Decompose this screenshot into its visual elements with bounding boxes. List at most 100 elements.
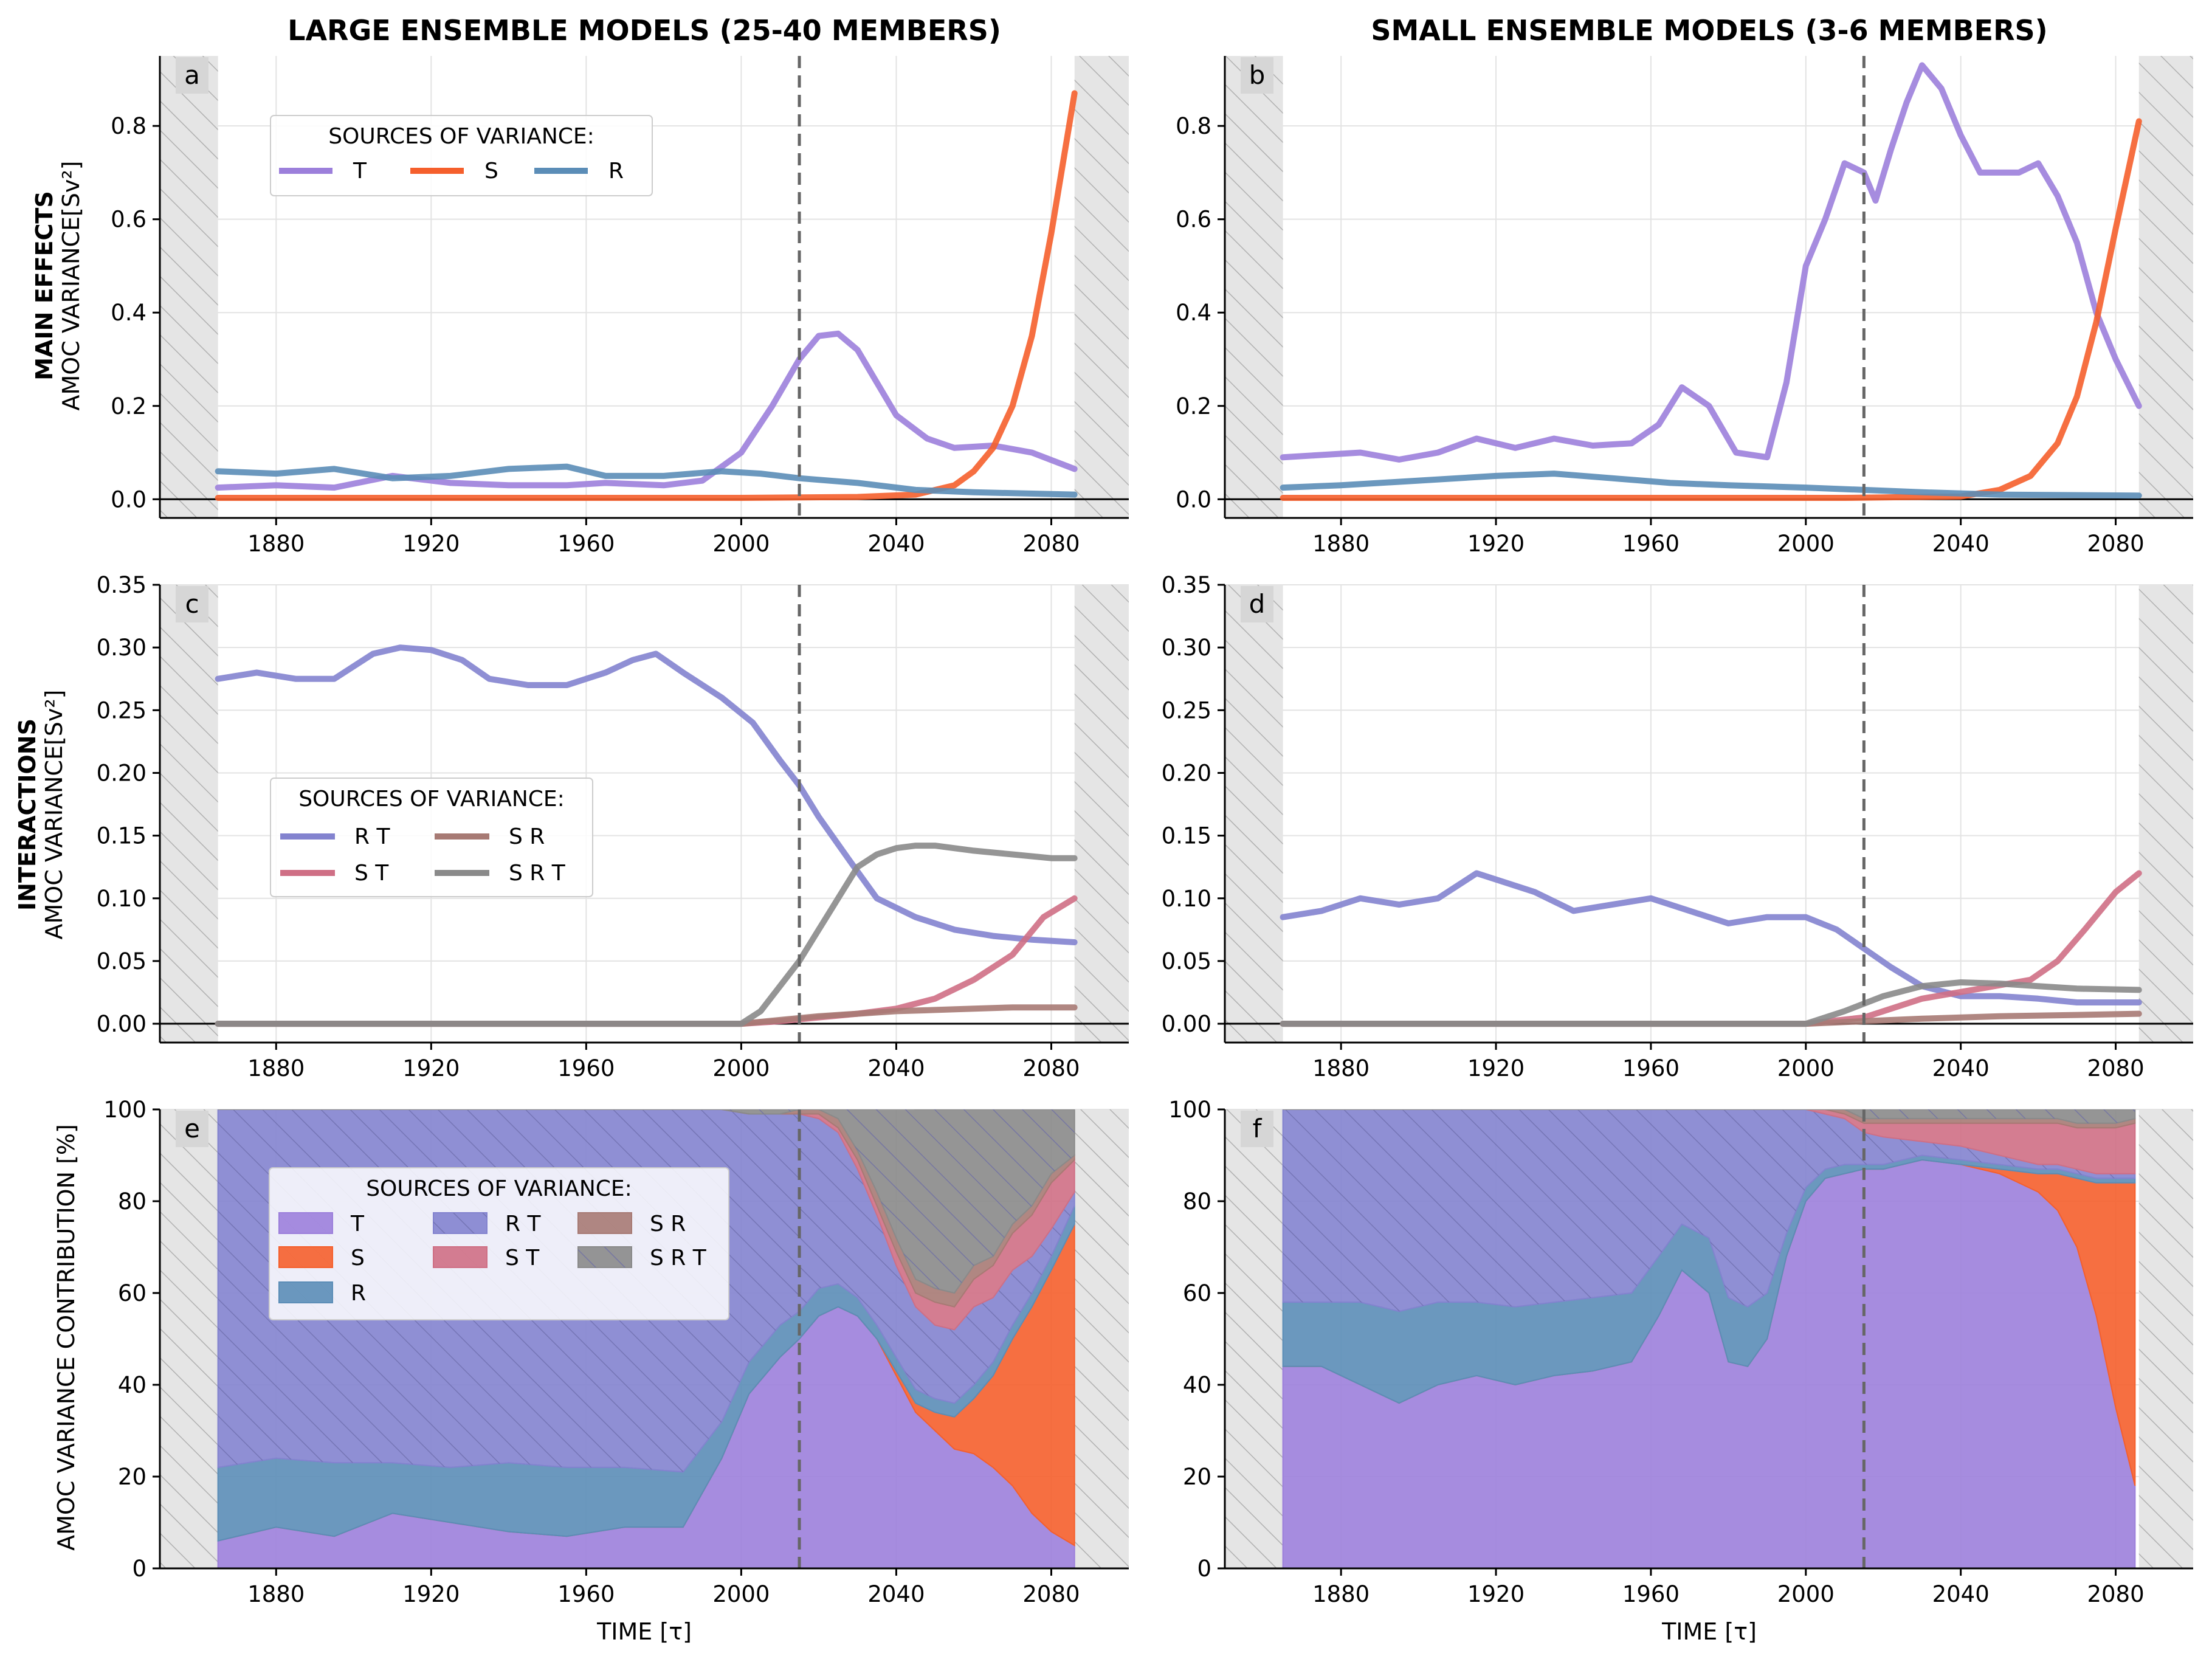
- x-tick-label: 1880: [1312, 531, 1370, 557]
- x-tick-label: 2080: [1022, 1581, 1080, 1607]
- x-tick-label: 1960: [1622, 1055, 1680, 1081]
- series-line-s: [1280, 118, 2142, 501]
- panel-a: 0.0 0.2 0.4 0.6 0.8 1880 1920 1960 2000 2040 2080 a…: [111, 56, 1129, 557]
- series-line-r: [215, 463, 1078, 498]
- shaded-band-hatch: [2138, 1109, 2193, 1568]
- x-tick-label: 1880: [247, 1581, 305, 1607]
- row-label-interactions-bold: INTERACTIONS: [14, 719, 41, 911]
- panel-letter: b: [1249, 60, 1266, 90]
- plot-area-f: [1282, 1109, 2136, 1568]
- y-tick-label: 80: [118, 1188, 146, 1215]
- legend-label: S T: [505, 1246, 540, 1271]
- row-label-interactions-ylabel: AMOC VARIANCE[Sv²]: [41, 690, 67, 940]
- x-tick-label: 2040: [867, 531, 925, 557]
- x-tick-label: 1920: [402, 1055, 460, 1081]
- legend-label: S R: [509, 824, 545, 849]
- x-tick-label: 1960: [557, 1055, 615, 1081]
- x-tick-label: 1960: [557, 531, 615, 557]
- y-tick-label: 100: [1168, 1097, 1211, 1123]
- x-tick-label: 2080: [2087, 531, 2144, 557]
- x-tick-label: 1880: [1312, 1581, 1370, 1607]
- series-line-srt: [215, 843, 1078, 1027]
- panel-letter-box: [176, 586, 208, 622]
- legend-box: [269, 1167, 729, 1320]
- series-line-t: [1280, 62, 2142, 463]
- y-tick-label: 0.10: [97, 886, 146, 912]
- legend-label: T: [350, 1212, 365, 1236]
- shaded-band-hatch: [1074, 56, 1129, 518]
- panel-b: 0.0 0.2 0.4 0.6 0.8 1880 1920 1960 2000 2040 2080 b: [1176, 56, 2193, 557]
- x-tick-label: 2040: [1932, 1055, 1990, 1081]
- y-tick-label: 0: [1197, 1556, 1211, 1582]
- panel-letter: e: [184, 1114, 200, 1143]
- y-tick-label: 0.0: [1176, 486, 1211, 512]
- panel-letter: a: [184, 60, 200, 90]
- area-st: [1283, 1109, 2136, 1174]
- legend-title: SOURCES OF VARIANCE:: [366, 1176, 632, 1201]
- x-tick-label: 2040: [1932, 531, 1990, 557]
- panel-letter-box: [176, 57, 208, 94]
- x-tick-label: 2080: [1022, 531, 1080, 557]
- col-title-left: LARGE ENSEMBLE MODELS (25-40 MEMBERS): [288, 14, 1001, 47]
- series-line-st: [1280, 870, 2142, 1027]
- x-tick-label: 2000: [712, 531, 770, 557]
- area-hatch-srt: [218, 1109, 1075, 1293]
- shaded-band-hatch: [1225, 56, 1283, 518]
- x-tick-label: 1880: [247, 531, 305, 557]
- y-tick-label: 0.15: [97, 823, 146, 849]
- plot-area-b: [1225, 62, 2193, 501]
- area-hatch-srt: [1283, 1109, 2135, 1123]
- shaded-band-hatch: [2138, 585, 2193, 1043]
- x-tick-label: 2000: [1777, 1581, 1835, 1607]
- y-tick-label: 0.4: [111, 300, 146, 326]
- y-tick-label: 0.05: [97, 948, 146, 974]
- panel-letter: f: [1253, 1114, 1263, 1143]
- y-tick-label: 0.2: [111, 393, 146, 419]
- shaded-band-hatch: [160, 56, 218, 518]
- shaded-band-hatch: [1074, 1109, 1129, 1568]
- plot-area-c: [160, 644, 1129, 1027]
- legend-e: SOURCES OF VARIANCE:T R T S R S S T S R T R: [269, 1167, 729, 1320]
- xlabel-left: TIME [τ]: [596, 1618, 692, 1645]
- x-tick-label: 2080: [1022, 1055, 1080, 1081]
- y-tick-label: 0.35: [1162, 572, 1211, 598]
- legend-label: R: [351, 1281, 366, 1306]
- y-tick-label: 0.2: [1176, 393, 1211, 419]
- y-tick-label: 20: [1183, 1464, 1211, 1490]
- y-tick-label: 0.00: [1162, 1011, 1211, 1037]
- row-label-main-effects-bold: MAIN EFFECTS: [31, 191, 58, 380]
- y-tick-label: 40: [1183, 1372, 1211, 1398]
- legend-label: S R T: [509, 861, 566, 886]
- y-tick-label: 0.30: [97, 635, 146, 661]
- y-tick-label: 0.10: [1162, 886, 1211, 912]
- shaded-band-hatch: [160, 585, 218, 1043]
- x-tick-label: 1920: [402, 1581, 460, 1607]
- x-tick-label: 2000: [712, 1055, 770, 1081]
- plot-area-a: [160, 90, 1129, 501]
- legend-swatch: [278, 1281, 333, 1303]
- shaded-band-hatch: [160, 1109, 218, 1568]
- y-tick-label: 0.15: [1162, 823, 1211, 849]
- panel-letter-box: [1241, 57, 1273, 94]
- legend-swatch: [433, 1246, 488, 1268]
- legend-label: R T: [505, 1212, 541, 1236]
- x-tick-label: 1920: [1467, 1581, 1525, 1607]
- x-tick-label: 2040: [867, 1055, 925, 1081]
- series-line-t: [215, 330, 1078, 491]
- y-tick-label: 0.0: [111, 486, 146, 512]
- row-label-main-effects-ylabel: AMOC VARIANCE[Sv²]: [58, 161, 84, 411]
- y-tick-label: 0.6: [111, 207, 146, 233]
- row-label-contribution-ylabel: AMOC VARIANCE CONTRIBUTION [%]: [53, 1124, 80, 1551]
- area-hatch-rt: [1283, 1109, 2135, 1312]
- y-tick-label: 100: [103, 1097, 146, 1123]
- y-tick-label: 0.30: [1162, 635, 1211, 661]
- x-tick-label: 2040: [867, 1581, 925, 1607]
- legend-swatch-hatch: [578, 1247, 632, 1267]
- x-tick-label: 2080: [2087, 1581, 2144, 1607]
- shaded-band-hatch: [2138, 56, 2193, 518]
- x-tick-label: 1920: [1467, 1055, 1525, 1081]
- shaded-band-hatch: [1225, 1109, 1283, 1568]
